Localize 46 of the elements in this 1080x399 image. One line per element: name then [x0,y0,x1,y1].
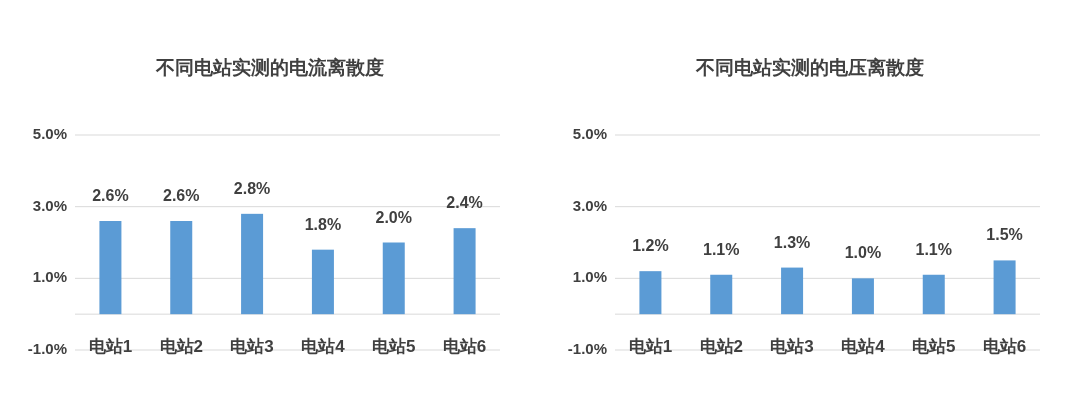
data-label: 1.1% [915,240,952,258]
x-tick-label: 电站1 [88,337,133,356]
x-tick-label: 电站1 [628,337,673,356]
x-tick-label: 电站2 [699,337,743,356]
bar [382,242,405,315]
bar [781,267,804,315]
x-tick-label: 电站4 [841,337,886,356]
y-tick-label: 1.0% [32,268,67,286]
y-tick-label: 3.0% [572,196,607,214]
y-tick-label: 1.0% [572,268,607,286]
x-tick-label: 电站2 [159,337,203,356]
x-tick-label: 电站3 [770,337,814,356]
x-tick-label: 电站5 [912,337,956,356]
x-tick-label: 电站6 [982,337,1027,356]
bar [639,271,662,315]
y-tick-label: -1.0% [567,339,607,357]
bar [170,221,193,315]
data-label: 1.0% [844,244,882,262]
bar [99,221,122,315]
x-tick-label: 电站4 [301,337,346,356]
y-tick-label: 5.0% [32,124,67,142]
y-tick-label: -1.0% [27,339,67,357]
data-label: 2.0% [375,208,412,226]
data-label: 2.6% [163,187,200,204]
x-tick-label: 电站5 [372,337,416,356]
data-label: 1.5% [986,226,1023,244]
bar [453,228,476,315]
data-label: 1.1% [703,240,740,258]
bar [993,260,1016,315]
y-tick-label: 5.0% [572,124,607,142]
data-label: 2.4% [446,194,483,212]
bar [311,249,334,315]
x-tick-label: 电站6 [442,337,487,356]
data-label: 1.8% [304,215,342,233]
chart-title: 不同电站实测的电流离散度 [155,57,384,78]
data-label: 2.8% [233,179,271,197]
bar [851,278,874,315]
bar [241,213,264,315]
y-tick-label: 3.0% [32,196,67,214]
chart-title: 不同电站实测的电压离散度 [695,57,924,78]
x-tick-label: 电站3 [230,337,274,356]
data-label: 1.3% [773,233,811,251]
data-label: 1.2% [632,237,669,255]
data-label: 2.6% [92,187,129,204]
bar [922,274,945,315]
bar [710,274,733,315]
